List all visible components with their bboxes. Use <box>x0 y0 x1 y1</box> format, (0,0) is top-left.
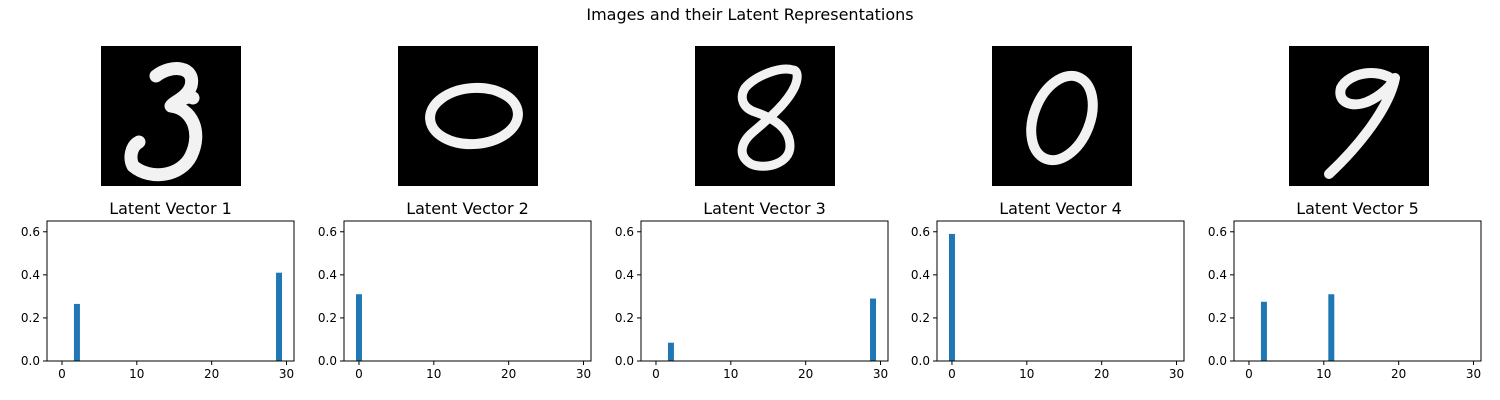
chart-title: Latent Vector 2 <box>406 199 529 218</box>
x-tick-label: 30 <box>873 367 888 381</box>
y-tick-label: 0.0 <box>615 354 634 368</box>
y-tick-label: 0.0 <box>318 354 337 368</box>
chart-title: Latent Vector 4 <box>999 199 1122 218</box>
digit-image-3 <box>695 46 835 186</box>
axes-frame <box>1233 220 1482 362</box>
chart-panel-5: Latent Vector 5 0 10 20 30 0.0 0.2 0.4 0.6 <box>1208 199 1482 381</box>
chart-panel-3: Latent Vector 3 0 10 20 30 0.0 0.2 0.4 0.6 <box>615 199 889 381</box>
chart-title: Latent Vector 5 <box>1296 199 1419 218</box>
x-tick-label: 30 <box>1466 367 1481 381</box>
y-tick-label: 0.6 <box>615 225 634 239</box>
y-tick-label: 0.6 <box>318 225 337 239</box>
x-tick-label: 10 <box>1316 367 1331 381</box>
y-tick-label: 0.0 <box>911 354 930 368</box>
y-tick-label: 0.2 <box>21 311 40 325</box>
y-tick-label: 0.2 <box>318 311 337 325</box>
bar <box>1260 301 1267 361</box>
bar <box>355 294 362 361</box>
y-tick-label: 0.4 <box>911 268 930 282</box>
chart-title: Latent Vector 3 <box>703 199 826 218</box>
x-tick-label: 20 <box>204 367 219 381</box>
digit-image-2 <box>398 46 538 186</box>
digit-image-4 <box>992 46 1132 186</box>
y-tick-label: 0.2 <box>1208 311 1227 325</box>
x-tick-label: 10 <box>129 367 144 381</box>
figure-title: Images and their Latent Representations <box>586 5 914 24</box>
x-tick-label: 0 <box>1245 367 1253 381</box>
x-tick-label: 10 <box>426 367 441 381</box>
y-tick-label: 0.6 <box>911 225 930 239</box>
digit-image-5 <box>1289 46 1429 186</box>
chart-title: Latent Vector 1 <box>109 199 232 218</box>
y-tick-label: 0.6 <box>21 225 40 239</box>
y-tick-label: 0.0 <box>21 354 40 368</box>
bar <box>870 298 877 361</box>
axes-frame <box>640 220 889 362</box>
y-tick-label: 0.6 <box>1208 225 1227 239</box>
x-tick-label: 0 <box>355 367 363 381</box>
bar <box>1328 294 1335 361</box>
x-tick-label: 10 <box>1019 367 1034 381</box>
x-tick-label: 20 <box>1094 367 1109 381</box>
axes-frame <box>46 220 295 362</box>
y-tick-label: 0.0 <box>1208 354 1227 368</box>
axes-frame <box>343 220 592 362</box>
x-tick-label: 10 <box>723 367 738 381</box>
y-tick-label: 0.4 <box>615 268 634 282</box>
y-tick-label: 0.2 <box>615 311 634 325</box>
x-tick-label: 20 <box>798 367 813 381</box>
x-tick-label: 0 <box>948 367 956 381</box>
bar <box>73 303 80 361</box>
chart-panel-2: Latent Vector 2 0 10 20 30 0.0 0.2 0.4 0.6 <box>318 199 592 381</box>
y-tick-label: 0.4 <box>21 268 40 282</box>
bar <box>276 272 283 361</box>
y-tick-label: 0.4 <box>318 268 337 282</box>
digit-image-1 <box>101 46 241 186</box>
y-tick-label: 0.4 <box>1208 268 1227 282</box>
x-tick-label: 20 <box>1391 367 1406 381</box>
x-tick-label: 0 <box>58 367 66 381</box>
chart-panel-4: Latent Vector 4 0 10 20 30 0.0 0.2 0.4 0.6 <box>911 199 1185 381</box>
bar <box>948 233 955 361</box>
axes-frame <box>936 220 1185 362</box>
x-tick-label: 30 <box>576 367 591 381</box>
bar <box>667 342 674 361</box>
x-tick-label: 0 <box>652 367 660 381</box>
y-tick-label: 0.2 <box>911 311 930 325</box>
x-tick-label: 20 <box>501 367 516 381</box>
x-tick-label: 30 <box>279 367 294 381</box>
chart-panel-1: Latent Vector 1 0 10 20 30 0.0 0.2 0.4 0.6 <box>21 199 295 381</box>
x-tick-label: 30 <box>1169 367 1184 381</box>
